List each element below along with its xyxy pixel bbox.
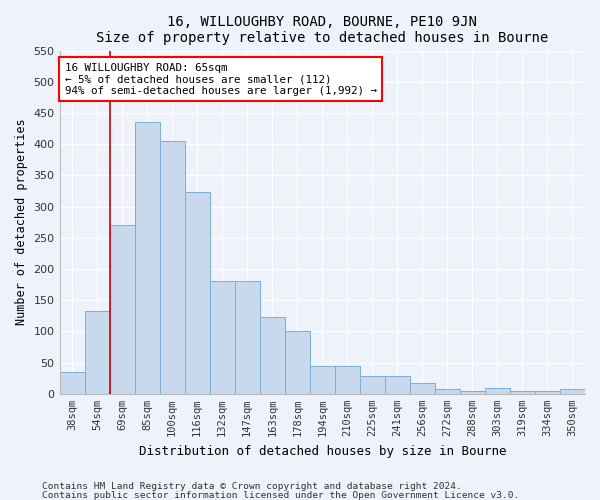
Bar [310,366,335,394]
Text: Contains HM Land Registry data © Crown copyright and database right 2024.: Contains HM Land Registry data © Crown c… [42,482,462,491]
Bar [110,226,134,394]
Bar [510,390,535,394]
Bar [285,331,310,394]
Title: 16, WILLOUGHBY ROAD, BOURNE, PE10 9JN
Size of property relative to detached hous: 16, WILLOUGHBY ROAD, BOURNE, PE10 9JN Si… [96,15,548,45]
Bar [460,390,485,394]
Bar [260,317,285,394]
Y-axis label: Number of detached properties: Number of detached properties [15,119,28,326]
Bar [410,382,435,394]
Bar [435,390,460,394]
Bar [360,376,385,394]
Bar [185,192,209,394]
Bar [209,281,235,394]
Bar [560,390,585,394]
Bar [85,312,110,394]
Bar [485,388,510,394]
Bar [160,141,185,394]
Bar [535,392,560,394]
X-axis label: Distribution of detached houses by size in Bourne: Distribution of detached houses by size … [139,444,506,458]
Bar [134,122,160,394]
Bar [59,372,85,394]
Text: 16 WILLOUGHBY ROAD: 65sqm
← 5% of detached houses are smaller (112)
94% of semi-: 16 WILLOUGHBY ROAD: 65sqm ← 5% of detach… [65,62,377,96]
Bar [385,376,410,394]
Text: Contains public sector information licensed under the Open Government Licence v3: Contains public sector information licen… [42,491,519,500]
Bar [335,366,360,394]
Bar [235,281,260,394]
